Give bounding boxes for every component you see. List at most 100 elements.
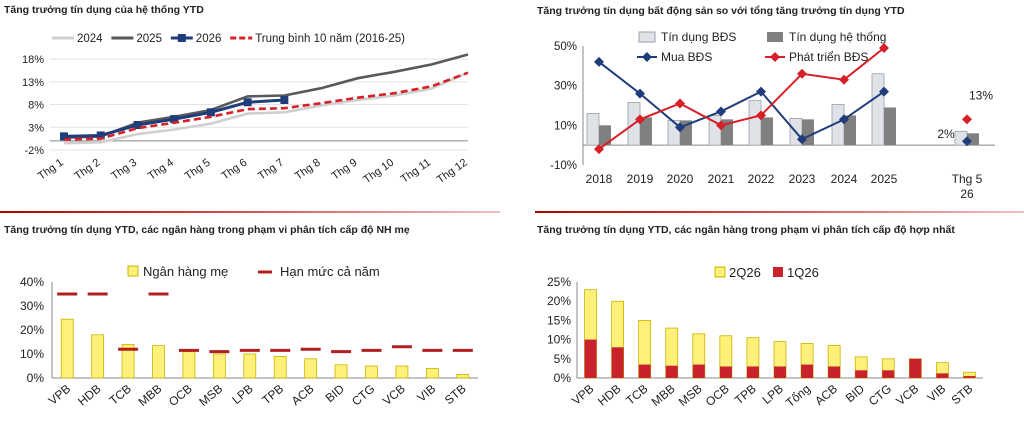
x-tick-label: CTG xyxy=(349,382,377,409)
legend-swatch xyxy=(714,266,726,278)
chart-real-estate-credit-growth: -10% 10% 30% 50% 2% 13% 2018 2019 2020 2021 2022 20… xyxy=(550,30,995,201)
x-tick-label: Thg 9 xyxy=(330,157,360,183)
x-tick-label: MBB xyxy=(649,382,678,409)
bar xyxy=(667,119,681,146)
bar xyxy=(719,366,732,378)
chart3-title: Tăng trưởng tín dụng YTD, các ngân hàng … xyxy=(4,224,410,236)
bar xyxy=(60,318,74,379)
y-tick-label: 50% xyxy=(554,41,577,53)
bar xyxy=(844,115,856,146)
y-tick-label: 30% xyxy=(20,299,44,313)
x-tick-label: STB xyxy=(442,382,469,408)
series-line xyxy=(598,61,885,141)
bar xyxy=(855,370,868,378)
bar xyxy=(936,373,949,378)
bar xyxy=(334,364,348,379)
data-point xyxy=(756,86,766,97)
x-tick-label: LPB xyxy=(229,382,255,407)
bar xyxy=(243,353,257,379)
x-tick-label: TPB xyxy=(732,382,759,408)
bar xyxy=(91,334,105,379)
bar xyxy=(638,364,651,378)
y-tick-label: 0% xyxy=(27,371,45,385)
legend-label: 1Q26 xyxy=(787,265,819,280)
data-point xyxy=(962,136,972,147)
legend-label: Tín dụng hệ thống xyxy=(789,30,886,44)
data-point xyxy=(206,108,215,117)
y-tick-label: -2% xyxy=(24,145,44,157)
data-point xyxy=(839,74,849,85)
legend-swatch xyxy=(773,267,783,277)
bar xyxy=(828,366,841,378)
chart-parent-bank-credit-growth: 0% 10% 20% 30% 40% VPB HDB TCB MBB OCB MSB LPB TPB AC… xyxy=(20,264,478,409)
x-tick-label: 2023 xyxy=(789,172,816,186)
bar xyxy=(761,117,773,146)
y-tick-label: 40% xyxy=(20,275,44,289)
data-point xyxy=(797,134,807,145)
data-point xyxy=(635,114,645,125)
bar xyxy=(599,125,611,146)
x-tick-label: Thg 11 xyxy=(399,157,433,186)
bar xyxy=(746,366,759,378)
x-tick-label: VPB xyxy=(569,382,596,408)
x-tick-label: LPB xyxy=(760,382,786,407)
bar xyxy=(182,351,196,379)
x-tick-label: Thg 8 xyxy=(293,157,323,183)
legend-label: Tín dụng BĐS xyxy=(661,30,736,44)
legend-label: Hạn mức cả năm xyxy=(280,264,380,279)
data-point xyxy=(797,68,807,79)
x-tick-label: CTG xyxy=(866,382,894,409)
x-tick-label: TCB xyxy=(623,382,650,408)
chart1-title: Tăng trưởng tín dụng của hệ thống YTD xyxy=(4,4,204,16)
x-tick-label: VIB xyxy=(925,382,949,405)
x-tick-label: HDB xyxy=(595,382,623,409)
legend-swatch xyxy=(767,32,783,42)
data-label: 2% xyxy=(937,127,955,141)
data-point xyxy=(594,56,604,67)
bar xyxy=(967,133,979,146)
x-tick-label: 2022 xyxy=(748,172,775,186)
series-line xyxy=(598,47,885,150)
bar xyxy=(586,113,600,146)
x-tick-label: STB xyxy=(949,382,976,408)
x-tick-label: 2025 xyxy=(871,172,898,186)
legend-label: 2025 xyxy=(136,33,162,45)
x-tick-label: OCB xyxy=(166,382,195,409)
x-tick-label: VCB xyxy=(380,382,408,409)
x-tick-label: Thg 1 xyxy=(36,157,66,183)
x-tick-label: OCB xyxy=(703,382,732,409)
legend-marker xyxy=(642,52,652,62)
legend-label: 2024 xyxy=(77,33,103,45)
data-point xyxy=(879,42,889,53)
x-tick-label: Thg 10 xyxy=(361,157,396,186)
y-tick-label: 10% xyxy=(547,333,571,347)
series-line xyxy=(63,53,469,139)
data-point xyxy=(675,98,685,109)
bar xyxy=(801,364,814,378)
legend-label: 2026 xyxy=(196,33,222,45)
bar xyxy=(584,339,597,378)
legend-label: Phát triển BĐS xyxy=(789,50,868,64)
data-point xyxy=(594,144,604,155)
bar xyxy=(748,100,762,146)
legend-marker xyxy=(770,52,780,62)
data-point xyxy=(716,106,726,117)
data-point xyxy=(839,114,849,125)
data-point xyxy=(635,88,645,99)
bar xyxy=(774,366,786,378)
x-tick-label: Thg 3 xyxy=(109,157,139,183)
data-point xyxy=(133,121,142,129)
x-tick-label: ACB xyxy=(812,382,840,409)
legend-label: Ngân hàng mẹ xyxy=(143,264,228,279)
y-tick-label: 10% xyxy=(554,120,577,132)
divider-left xyxy=(0,211,500,213)
x-tick-label: Thg 6 xyxy=(219,157,249,183)
y-tick-label: 18% xyxy=(22,54,44,66)
bar xyxy=(456,373,470,379)
data-point xyxy=(879,86,889,97)
data-point xyxy=(756,110,766,121)
series-line xyxy=(63,71,469,145)
data-point xyxy=(675,122,685,133)
x-tick-label: MSB xyxy=(676,382,705,409)
x-tick-label: TPB xyxy=(259,382,286,408)
